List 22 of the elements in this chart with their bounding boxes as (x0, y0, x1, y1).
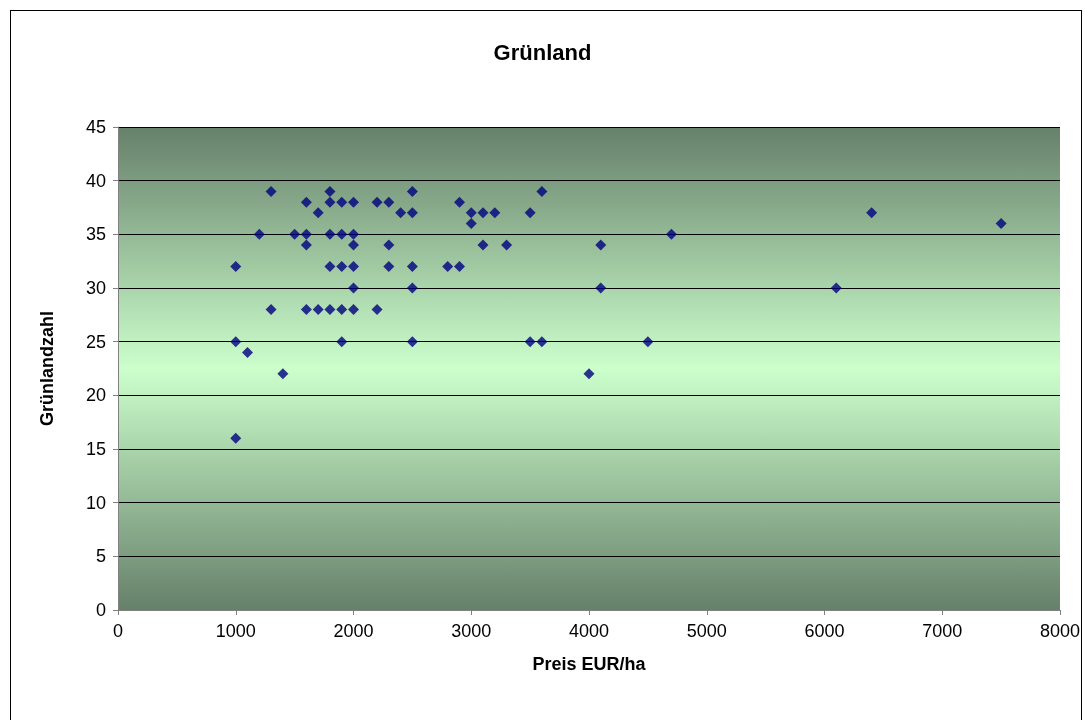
y-tick-label: 35 (85, 224, 106, 245)
x-tick-label: 8000 (1039, 621, 1081, 641)
x-tick-label: 3000 (451, 621, 492, 641)
x-tick-label: 5000 (686, 621, 727, 641)
y-axis-title: Grünlandzahl (37, 310, 57, 427)
x-tick-label: 4000 (568, 621, 610, 641)
x-tick-label: 2000 (333, 621, 374, 641)
y-tick-label: 10 (85, 492, 106, 513)
x-tick-label: 7000 (922, 621, 963, 641)
y-tick-label: 20 (85, 385, 106, 406)
chart-title: Grünland (493, 39, 592, 65)
y-tick-label: 40 (85, 170, 106, 191)
x-axis-title: Preis EUR/ha (532, 654, 647, 674)
y-tick-label: 0 (95, 600, 106, 620)
x-tick-label: 1000 (215, 621, 256, 641)
x-tick-label: 6000 (804, 621, 845, 641)
y-tick-label: 5 (95, 546, 106, 567)
y-tick-label: 45 (85, 117, 106, 137)
y-tick-label: 30 (85, 278, 106, 298)
x-tick-label: 0 (112, 621, 124, 641)
y-tick-label: 15 (85, 439, 106, 459)
y-tick-label: 25 (85, 331, 106, 352)
